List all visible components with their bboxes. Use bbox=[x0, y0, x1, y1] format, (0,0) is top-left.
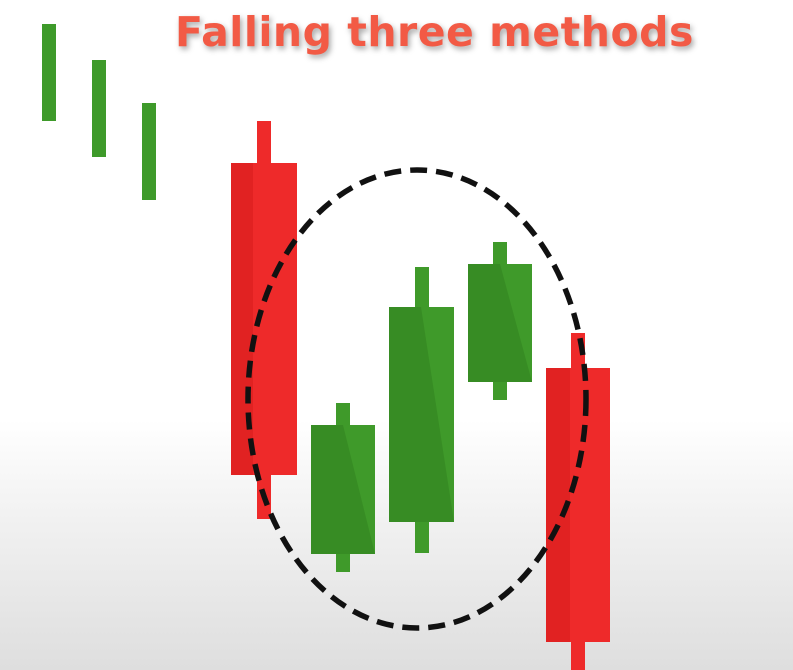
final-bearish-candle-shade bbox=[546, 368, 570, 642]
prior-trend-bar-2 bbox=[92, 60, 106, 157]
small-bullish-candle-3-body bbox=[468, 264, 532, 382]
small-bullish-candle-2-body bbox=[389, 307, 454, 522]
pattern-title: Falling three methods bbox=[175, 8, 694, 56]
final-bearish-candle bbox=[546, 333, 610, 670]
small-bullish-candle-3 bbox=[468, 242, 532, 400]
first-bearish-candle bbox=[231, 121, 297, 519]
small-bullish-candle-1 bbox=[311, 403, 375, 572]
small-bullish-candle-3-shade bbox=[468, 264, 532, 382]
small-bullish-candle-2-shade bbox=[389, 307, 454, 522]
prior-trend-bar-3 bbox=[142, 103, 156, 200]
final-bearish-candle-body bbox=[546, 368, 610, 642]
small-bullish-candle-1-shade bbox=[311, 425, 375, 554]
small-bullish-candle-2 bbox=[389, 267, 454, 553]
prior-trend-bar-1 bbox=[42, 24, 56, 121]
first-bearish-candle-body bbox=[231, 163, 297, 475]
small-bullish-candle-1-body bbox=[311, 425, 375, 554]
highlight-dashed-circle bbox=[245, 167, 589, 631]
prior-trend-bars bbox=[42, 24, 156, 200]
